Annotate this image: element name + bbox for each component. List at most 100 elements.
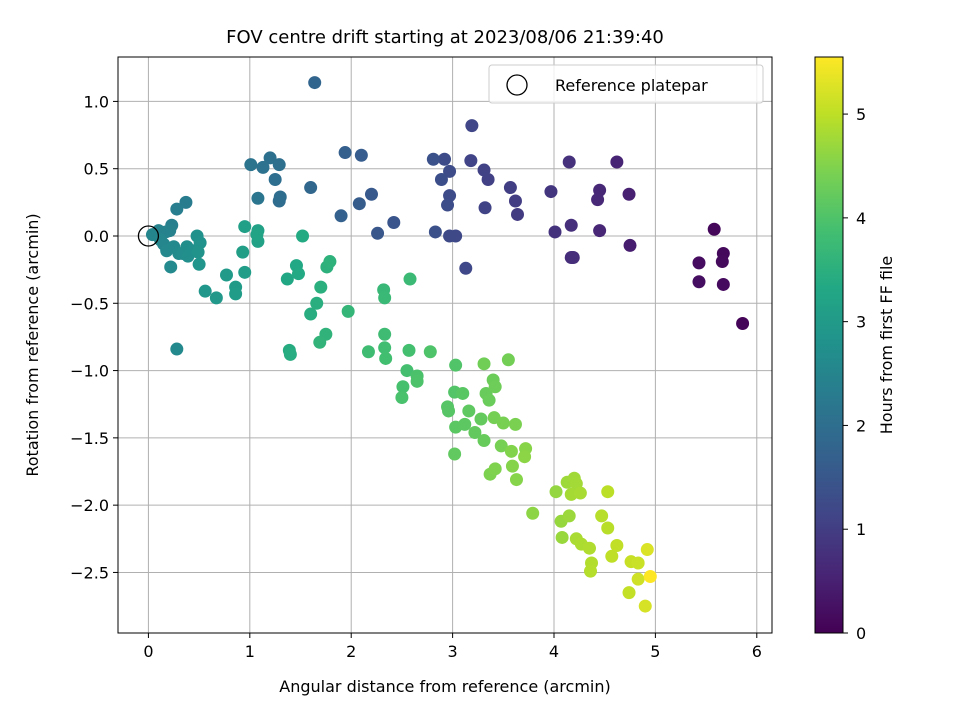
chart-title: FOV centre drift starting at 2023/08/06 … — [226, 27, 664, 48]
scatter-point — [508, 194, 522, 208]
scatter-point — [462, 404, 476, 418]
scatter-point — [622, 187, 636, 201]
scatter-point — [548, 225, 562, 239]
legend: Reference platepar — [488, 64, 764, 104]
scatter-point — [410, 374, 424, 388]
scatter-point — [283, 347, 297, 361]
scatter-point — [437, 152, 451, 166]
scatter-point — [638, 599, 652, 613]
scatter-point — [526, 506, 540, 520]
grid-lines — [118, 57, 772, 633]
scatter-point — [395, 390, 409, 404]
legend-entry-reference-platepar: Reference platepar — [555, 76, 708, 95]
scatter-point — [379, 351, 393, 365]
y-tick-label: −2.0 — [70, 496, 109, 515]
scatter-point — [605, 549, 619, 563]
scatter-point — [692, 256, 706, 270]
scatter-point — [402, 343, 416, 357]
scatter-point — [443, 164, 457, 178]
scatter-point — [378, 291, 392, 305]
scatter-point — [426, 152, 440, 166]
legend-reference-marker — [506, 74, 528, 96]
scatter-point — [458, 417, 472, 431]
scatter-point — [488, 462, 502, 476]
scatter-point — [555, 530, 569, 544]
scatter-point — [504, 444, 518, 458]
scatter-point — [263, 151, 277, 165]
scatter-point — [601, 485, 615, 499]
y-tick-label: −1.5 — [70, 429, 109, 448]
scatter-point — [304, 307, 318, 321]
scatter-point — [371, 226, 385, 240]
scatter-point — [584, 564, 598, 578]
scatter-point — [601, 521, 615, 535]
scatter-point — [464, 154, 478, 168]
colorbar — [814, 56, 844, 634]
scatter-point — [477, 434, 491, 448]
y-tick-label: −0.5 — [70, 294, 109, 313]
reference-marker — [137, 225, 160, 247]
scatter-point — [456, 386, 470, 400]
scatter-point — [595, 509, 609, 523]
scatter-point — [428, 225, 442, 239]
x-axis-ticks: 0 1 2 3 4 5 6 — [143, 633, 762, 661]
colorbar-tick-label: 3 — [856, 313, 866, 332]
colorbar-tick-label: 2 — [856, 416, 866, 435]
scatter-point — [643, 569, 657, 583]
scatter-point — [482, 393, 496, 407]
scatter-point — [250, 228, 264, 242]
scatter-point — [593, 224, 607, 238]
colorbar-tick-label: 5 — [856, 105, 866, 124]
x-tick-label: 5 — [650, 642, 660, 661]
scatter-point — [192, 257, 206, 271]
scatter-point — [236, 245, 250, 259]
scatter-point — [273, 190, 287, 204]
y-tick-label: 0.0 — [84, 227, 109, 246]
scatter-point — [191, 245, 205, 259]
colorbar-label: Hours from first FF file — [877, 256, 896, 435]
scatter-point — [562, 509, 576, 523]
scatter-point — [378, 341, 392, 355]
scatter-point — [352, 197, 366, 211]
scatter-point — [251, 191, 265, 205]
scatter-point — [573, 486, 587, 500]
scatter-point — [244, 158, 258, 172]
scatter-point — [715, 255, 729, 269]
scatter-point — [170, 202, 184, 216]
colorbar-tick-label: 4 — [856, 209, 866, 228]
scatter-point — [423, 345, 437, 359]
scatter-point — [403, 272, 417, 286]
scatter-point — [736, 316, 750, 330]
scatter-point — [179, 195, 193, 209]
scatter-point — [449, 358, 463, 372]
scatter-point — [562, 155, 576, 169]
scatter-points — [145, 76, 750, 613]
scatter-point — [623, 238, 637, 252]
scatter-point — [640, 543, 654, 557]
scatter-point — [631, 556, 645, 570]
scatter-point — [566, 251, 580, 265]
colorbar-tick-label: 1 — [856, 520, 866, 539]
scatter-point — [323, 255, 337, 269]
scatter-point — [291, 267, 305, 281]
scatter-point — [304, 181, 318, 195]
scatter-point — [477, 163, 491, 177]
legend-box — [488, 64, 764, 104]
plot-area — [118, 57, 772, 633]
scatter-point — [459, 261, 473, 275]
scatter-point — [341, 304, 355, 318]
scatter-point — [509, 473, 523, 487]
scatter-point — [296, 229, 310, 243]
scatter-point — [164, 260, 178, 274]
scatter-point — [549, 485, 563, 499]
scatter-point — [564, 218, 578, 232]
scatter-point — [434, 172, 448, 186]
scatter-point — [442, 404, 456, 418]
scatter-point — [219, 268, 233, 282]
scatter-point — [474, 412, 488, 426]
scatter-point — [518, 450, 532, 464]
scatter-point — [198, 284, 212, 298]
scatter-point — [477, 357, 491, 371]
scatter-point — [364, 187, 378, 201]
